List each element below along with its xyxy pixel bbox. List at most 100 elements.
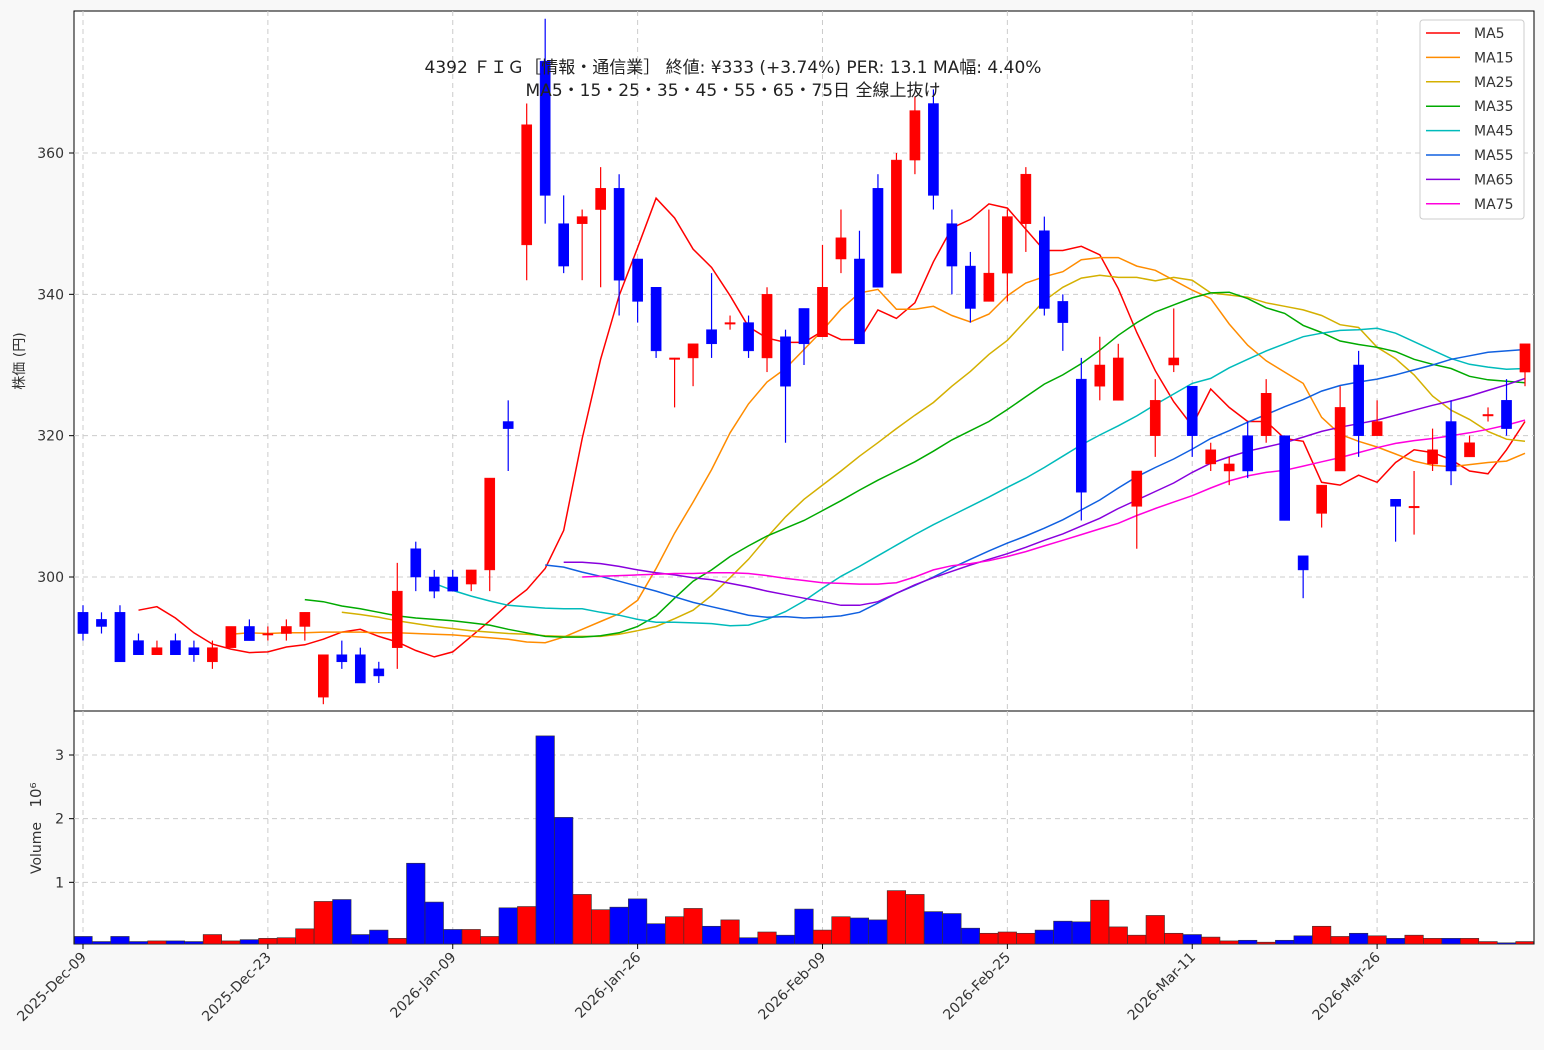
legend-label-ma15: MA15 (1474, 50, 1513, 66)
volume-bar (572, 894, 592, 945)
ma-line-ma15 (230, 256, 1526, 644)
candle-body (410, 548, 422, 578)
volume-bar (332, 899, 352, 945)
legend-label-ma25: MA25 (1474, 75, 1513, 91)
candle-body (1334, 407, 1346, 472)
volume-bar (1349, 932, 1369, 945)
ma-line-ma45 (434, 327, 1526, 627)
candle-body (188, 647, 200, 655)
volume-bar (387, 938, 407, 945)
volume-ytick-labels: 1 2 3 (55, 748, 74, 891)
volume-bar (1182, 934, 1202, 945)
volume-bar (517, 906, 537, 945)
candle-body (724, 322, 736, 325)
candle-body (1390, 499, 1401, 507)
volume-bars (74, 735, 1534, 945)
volume-bar (1367, 935, 1387, 945)
candle-body (706, 329, 717, 345)
candle-body (151, 647, 163, 655)
chart-title: 4392 ＦＩＧ［情報・通信業］ 終値: ¥333 (+3.74%) PER: … (425, 58, 1042, 78)
candle-body (465, 569, 477, 585)
candle-body (669, 357, 680, 360)
volume-bar (720, 919, 740, 945)
volume-bar (128, 941, 149, 945)
candle-body (558, 223, 570, 267)
volume-bar (461, 929, 481, 945)
volume-bar (997, 931, 1017, 945)
candle-body (1464, 442, 1475, 458)
candle-body (817, 287, 828, 337)
candle-body (1242, 435, 1254, 472)
candle-body (391, 590, 403, 648)
candle-body (317, 654, 329, 698)
volume-bar (1071, 921, 1091, 945)
volume-bar (110, 936, 130, 945)
volume-tick-label: 2 (55, 812, 64, 828)
volume-bar (1423, 938, 1443, 945)
volume-bar (369, 929, 389, 945)
volume-bar (1459, 938, 1480, 945)
candle-body (595, 188, 606, 210)
candle-body (1112, 357, 1124, 401)
volume-bar (905, 894, 925, 945)
volume-tick-label: 1 (55, 875, 64, 891)
volume-bar (665, 916, 685, 945)
volume-bar (886, 890, 906, 945)
candle-body (1501, 400, 1512, 429)
candle-body (1094, 364, 1106, 387)
candle-body (262, 633, 274, 636)
candle-body (428, 576, 440, 592)
volume-bar (1201, 936, 1221, 945)
candle-body (1038, 230, 1050, 309)
candle-body (1002, 216, 1013, 274)
candle-body (207, 647, 218, 663)
volume-bar (480, 936, 500, 945)
candle-body (77, 612, 89, 634)
volume-bar (1515, 941, 1534, 945)
volume-tick-label: 3 (55, 748, 64, 764)
volume-bar (1293, 935, 1313, 945)
price-tick-label: 320 (37, 429, 64, 445)
candle-body (909, 110, 921, 161)
volume-bar (868, 919, 888, 945)
volume-multiplier: 10⁶ (27, 782, 45, 807)
candle-body (891, 159, 902, 274)
candle-body (983, 272, 995, 302)
volume-bar (646, 923, 666, 945)
candle-body (1020, 173, 1032, 224)
volume-bar (535, 735, 555, 945)
volume-bar (1496, 942, 1517, 945)
volume-bar (91, 941, 112, 945)
candle-body (687, 343, 699, 359)
candle-body (761, 294, 773, 359)
candle-body (872, 188, 884, 288)
volume-bar (350, 934, 370, 945)
volume-bar (1330, 936, 1350, 945)
volume-bar (258, 938, 278, 945)
volume-bar (683, 908, 703, 945)
candle-body (539, 60, 551, 196)
volume-bar (1404, 934, 1424, 945)
candle-body (743, 322, 754, 352)
volume-bar (1386, 938, 1406, 945)
candle-body (1131, 470, 1143, 507)
volume-bar (831, 916, 851, 945)
volume-bar (443, 929, 463, 945)
candle-body (299, 612, 311, 627)
price-tick-label: 360 (37, 146, 64, 162)
volume-bar (757, 931, 777, 945)
candle-body (1149, 400, 1161, 436)
volume-bar (1478, 941, 1498, 945)
volume-bar (1108, 926, 1128, 945)
candle-body (576, 216, 588, 224)
volume-bar (1256, 941, 1276, 945)
ma-line-ma65 (563, 377, 1526, 607)
volume-bar (1312, 925, 1332, 945)
legend: MA5 MA15 MA25 MA35 MA45 MA55 MA65 MA75 (1419, 19, 1525, 220)
candle-body (281, 626, 292, 634)
volume-bar (1127, 934, 1147, 945)
candle-body (502, 421, 514, 429)
price-axis-label: 株価 (円) (12, 332, 28, 389)
volume-bar (702, 925, 722, 945)
candle-body (1057, 301, 1069, 323)
